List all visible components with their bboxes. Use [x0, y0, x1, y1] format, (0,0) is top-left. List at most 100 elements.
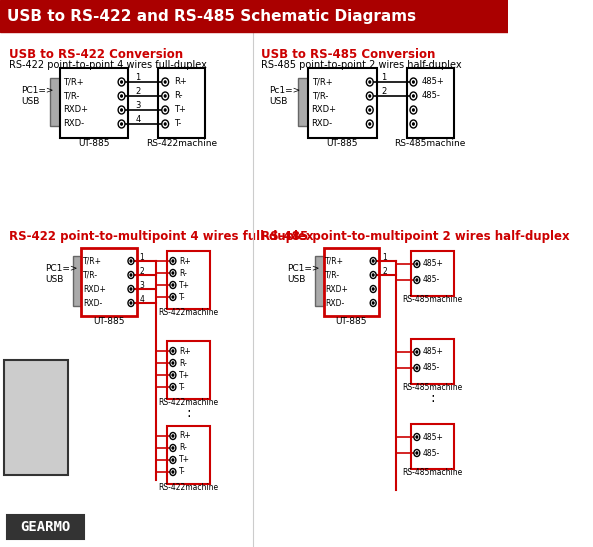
Text: RXD+: RXD+ [83, 284, 106, 294]
Bar [298, 78, 308, 126]
Circle shape [170, 383, 176, 391]
Circle shape [129, 259, 132, 263]
Text: RXD-: RXD- [325, 299, 345, 307]
Circle shape [368, 122, 371, 126]
Circle shape [412, 80, 415, 84]
Circle shape [370, 271, 376, 278]
Text: T+: T+ [179, 370, 190, 380]
Bar [411, 339, 454, 384]
Circle shape [170, 294, 176, 300]
Circle shape [171, 385, 174, 389]
Circle shape [414, 450, 420, 457]
Circle shape [164, 94, 167, 98]
Circle shape [410, 106, 417, 114]
Bar [50, 78, 60, 126]
Circle shape [415, 350, 419, 354]
Circle shape [170, 359, 176, 366]
Circle shape [118, 78, 125, 86]
Circle shape [170, 445, 176, 451]
Text: R+: R+ [179, 346, 190, 356]
Circle shape [414, 364, 420, 371]
Circle shape [171, 446, 174, 450]
Circle shape [366, 92, 373, 100]
Text: RS-422 point-to-point 4 wires full-duplex: RS-422 point-to-point 4 wires full-duple… [8, 60, 206, 70]
Text: RS-422machine: RS-422machine [158, 398, 218, 407]
Text: T+: T+ [174, 106, 186, 114]
Text: RXD+: RXD+ [63, 106, 88, 114]
Text: RS-485machine: RS-485machine [402, 468, 463, 477]
Text: R+: R+ [174, 78, 187, 86]
Text: R-: R- [179, 269, 187, 277]
Text: T+: T+ [179, 456, 190, 464]
Text: UT-885: UT-885 [335, 317, 366, 326]
Circle shape [170, 371, 176, 379]
Text: 1: 1 [139, 253, 144, 261]
Circle shape [372, 301, 375, 305]
Text: 2: 2 [381, 88, 386, 96]
Text: PC1=>
USB: PC1=> USB [21, 86, 54, 106]
Circle shape [366, 78, 373, 86]
Text: R-: R- [174, 91, 182, 101]
Text: T+: T+ [179, 281, 190, 289]
Bar [308, 68, 377, 138]
Circle shape [170, 468, 176, 475]
Circle shape [372, 287, 375, 291]
Text: R+: R+ [179, 432, 190, 440]
Bar [407, 68, 454, 138]
Circle shape [170, 347, 176, 354]
Circle shape [170, 457, 176, 463]
Text: RXD-: RXD- [63, 119, 84, 129]
Text: T/R+: T/R+ [63, 78, 84, 86]
Circle shape [118, 106, 125, 114]
Text: RXD-: RXD- [311, 119, 333, 129]
Circle shape [415, 278, 419, 282]
Circle shape [118, 120, 125, 128]
Text: PC1=>
USB: PC1=> USB [46, 264, 78, 284]
Text: :: : [430, 391, 435, 405]
Bar [167, 341, 210, 399]
Circle shape [171, 361, 174, 365]
Circle shape [372, 259, 375, 263]
Circle shape [171, 458, 174, 462]
Circle shape [120, 122, 123, 126]
Circle shape [414, 348, 420, 356]
Text: 2: 2 [139, 266, 144, 276]
Text: UT-885: UT-885 [327, 139, 358, 148]
Text: T-: T- [179, 468, 186, 476]
Text: R-: R- [179, 358, 187, 368]
Circle shape [415, 366, 419, 370]
Circle shape [171, 283, 174, 287]
Text: RS-485machine: RS-485machine [394, 139, 466, 148]
Text: USB to RS-422 Conversion: USB to RS-422 Conversion [8, 48, 183, 61]
Circle shape [414, 276, 420, 283]
Text: T-: T- [179, 382, 186, 392]
Text: 1: 1 [381, 73, 386, 83]
Text: 485-: 485- [422, 91, 441, 101]
Circle shape [171, 470, 174, 474]
Circle shape [170, 270, 176, 276]
Circle shape [412, 108, 415, 112]
Bar [60, 68, 129, 138]
Text: 485+: 485+ [423, 347, 444, 357]
Text: 3: 3 [135, 102, 141, 110]
Circle shape [410, 78, 417, 86]
Circle shape [412, 122, 415, 126]
Text: 2: 2 [382, 266, 387, 276]
Circle shape [368, 80, 371, 84]
Circle shape [162, 106, 168, 114]
Bar [315, 256, 324, 306]
Circle shape [129, 273, 132, 277]
Circle shape [370, 286, 376, 293]
Circle shape [370, 300, 376, 306]
Circle shape [170, 282, 176, 288]
Circle shape [128, 300, 134, 306]
Circle shape [171, 271, 174, 275]
Circle shape [171, 295, 174, 299]
Text: RS-485 point-to-multipoint 2 wires half-duplex: RS-485 point-to-multipoint 2 wires half-… [261, 230, 570, 243]
Text: R-: R- [179, 444, 187, 452]
Circle shape [412, 94, 415, 98]
Text: 485-: 485- [423, 449, 440, 457]
Text: T/R+: T/R+ [325, 257, 345, 265]
Bar [324, 248, 379, 316]
Circle shape [128, 271, 134, 278]
